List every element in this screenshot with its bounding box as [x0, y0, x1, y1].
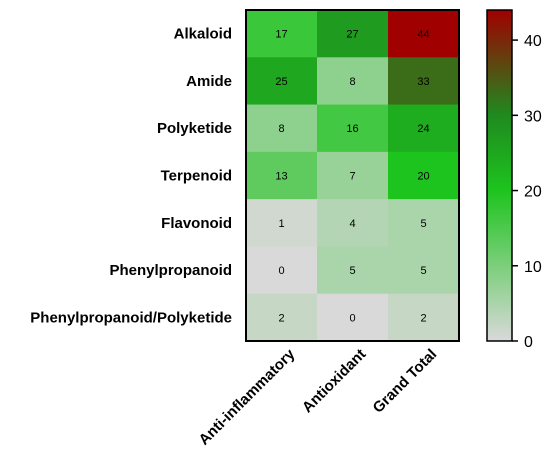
column-label: Anti-inflammatory: [196, 345, 299, 448]
row-label: Alkaloid: [174, 26, 232, 43]
colorbar-tick-label: 40: [524, 33, 542, 50]
colorbar: 0 10 20 30 40: [486, 9, 542, 351]
colorbar-gradient: [486, 9, 513, 342]
cell-value-label: 13: [275, 171, 287, 183]
heatmap-cell: [246, 10, 318, 58]
colorbar-tick-label: 0: [524, 334, 533, 351]
cell-value-label: 5: [420, 218, 426, 230]
column-label: Grand Total: [370, 346, 441, 417]
cell-value-label: 25: [275, 76, 287, 88]
cell-value-label: 1: [278, 218, 284, 230]
colorbar-tick-label: 10: [524, 259, 542, 276]
heatmap-cell: [246, 151, 318, 200]
cell-value-label: 33: [417, 76, 429, 88]
row-label: Terpenoid: [161, 168, 232, 185]
heatmap-cell: [388, 199, 460, 247]
heatmap-cell: [317, 10, 389, 58]
heatmap-cell: [246, 293, 318, 342]
heatmap-cell: [246, 246, 318, 295]
heatmap-border: [245, 9, 460, 342]
heatmap-cell: [388, 104, 460, 153]
cell-value-label: 44: [417, 29, 429, 41]
heatmap-cell: [246, 199, 318, 247]
heatmap-cell: [317, 293, 389, 342]
heatmap-cell: [388, 57, 460, 106]
heatmap-cell: [388, 246, 460, 295]
colorbar-tick-label: 20: [524, 184, 542, 201]
cell-value-label: 8: [349, 76, 355, 88]
heatmap-cell: [317, 246, 389, 295]
colorbar-tick-label: 30: [524, 108, 542, 125]
cell-value-label: 4: [349, 218, 355, 230]
cell-value-label: 8: [278, 123, 284, 135]
cell-value-label: 24: [417, 123, 429, 135]
cell-value-label: 20: [417, 171, 429, 183]
cell-value-label: 17: [275, 29, 287, 41]
heatmap-cell: [317, 104, 389, 153]
column-labels: Anti-inflammatory Antioxidant Grand Total: [196, 345, 441, 448]
cell-value-label: 27: [346, 29, 358, 41]
row-label: Flavonoid: [161, 215, 232, 232]
row-labels: Alkaloid Amide Polyketide Terpenoid Flavonoi…: [30, 26, 232, 327]
cell-value-label: 5: [349, 265, 355, 277]
cell-value-label: 16: [346, 123, 358, 135]
heatmap-cell: [246, 104, 318, 153]
heatmap-cell: [388, 10, 460, 58]
heatmap-cell: [317, 151, 389, 200]
heatmap-cell: [246, 57, 318, 106]
row-label: Phenylpropanoid/Polyketide: [30, 309, 232, 326]
heatmap-cell: [317, 57, 389, 106]
cell-value-label: 7: [349, 171, 355, 183]
heatmap-cell: [317, 199, 389, 247]
cell-value-label: 0: [278, 265, 284, 277]
heatmap-cell: [388, 293, 460, 342]
cell-value-label: 0: [349, 312, 355, 324]
cell-value-label: 2: [278, 312, 284, 324]
cell-value-label: 2: [420, 312, 426, 324]
cell-value-label: 5: [420, 265, 426, 277]
column-label: Antioxidant: [299, 346, 369, 416]
row-label: Amide: [186, 73, 232, 90]
row-label: Phenylpropanoid: [109, 262, 232, 279]
heatmap-cell: [388, 151, 460, 200]
row-label: Polyketide: [157, 120, 232, 137]
